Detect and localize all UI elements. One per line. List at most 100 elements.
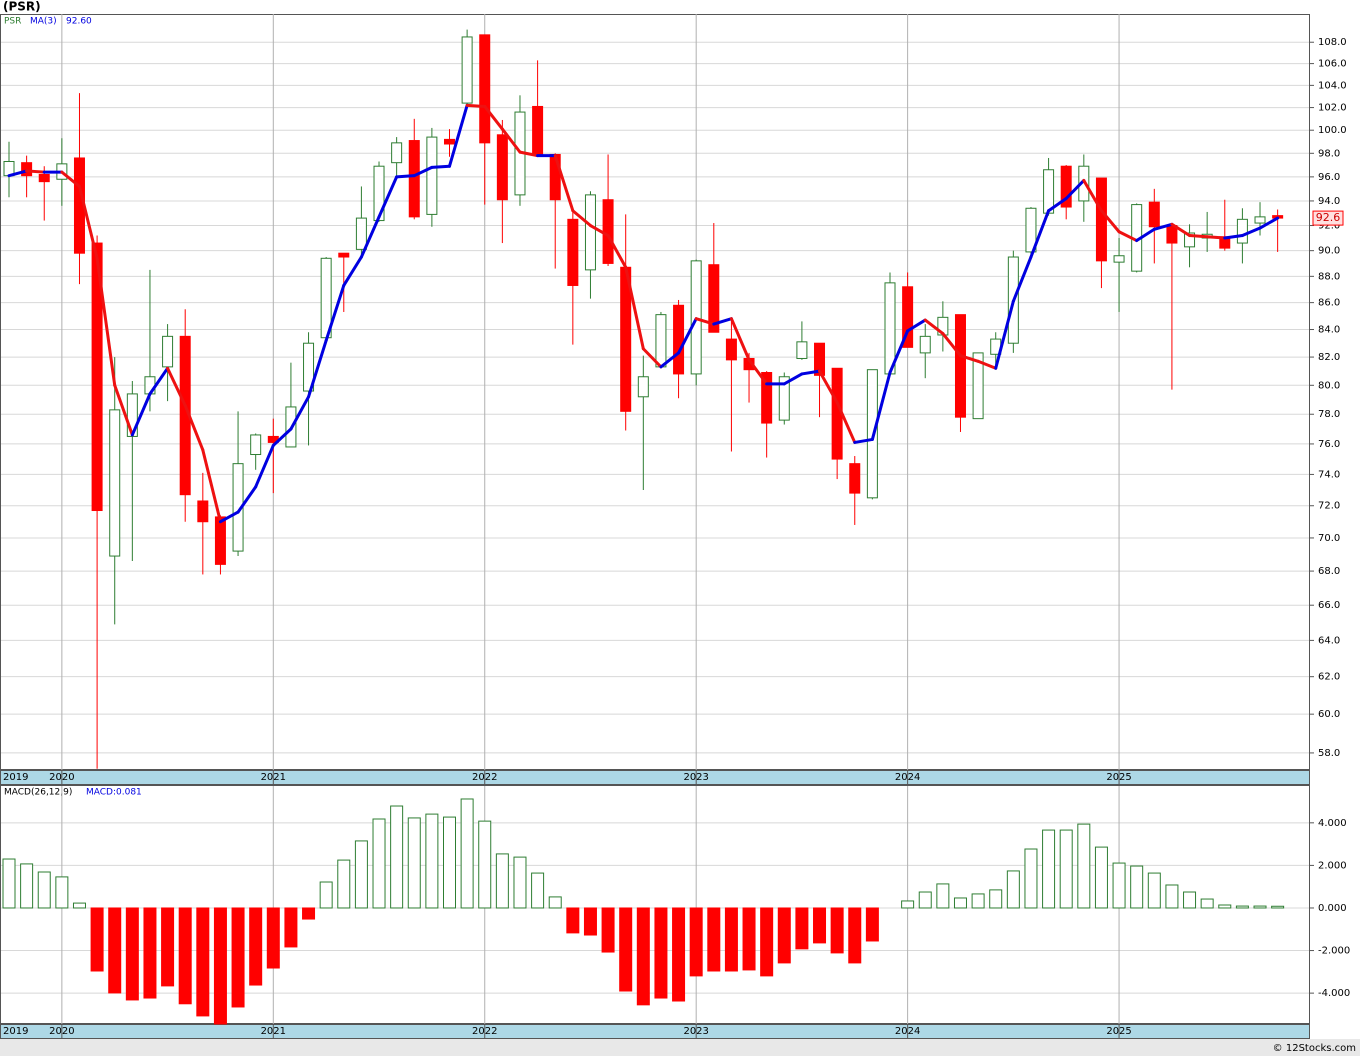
ma-line (254, 443, 275, 489)
candle-body (1236, 218, 1248, 244)
macd-bar (566, 907, 580, 934)
macd-bar (1094, 846, 1108, 909)
x-tick-label: 2025 (1106, 772, 1131, 783)
ma-line (148, 366, 170, 396)
ma-line (166, 366, 187, 407)
ma-line (571, 209, 592, 228)
ma-line (201, 448, 222, 524)
y-tick-label: 96.0 (1318, 172, 1340, 183)
footer-bar (0, 1039, 1360, 1056)
macd-bar (213, 907, 227, 1025)
y-tick-label: 72.0 (1318, 501, 1340, 512)
macd-bar (2, 858, 16, 909)
ma-line (1223, 234, 1244, 240)
macd-bar (531, 872, 545, 909)
macd-bar (37, 871, 51, 909)
x-tick-label: 2022 (472, 772, 497, 783)
candle-body (673, 304, 685, 375)
y-tick-label: 82.0 (1318, 352, 1340, 363)
legend-macd-value: MACD:0.081 (86, 788, 142, 798)
y-tick-label: 62.0 (1318, 672, 1340, 683)
ma-line (113, 383, 134, 437)
legend-symbol: PSR (4, 17, 21, 27)
macd-bar (337, 859, 351, 909)
macd-bar (1130, 865, 1144, 909)
y-tick-label: 92.0 (1318, 221, 1340, 232)
candle-body (214, 516, 226, 565)
macd-bar (583, 907, 597, 936)
x-tick-label: 2025 (1106, 1026, 1131, 1037)
candle-body (162, 335, 174, 368)
y-tick-label: 84.0 (1318, 325, 1340, 336)
candle-body (444, 138, 455, 145)
ma-line (923, 318, 945, 336)
macd-bar (284, 907, 298, 948)
macd-bar (865, 907, 879, 942)
ma-line (307, 338, 328, 399)
macd-bar (918, 891, 932, 909)
macd-bar (196, 907, 210, 1017)
candle-body (796, 341, 808, 359)
macd-bar (407, 817, 421, 909)
price-tag-box (1312, 210, 1344, 226)
y-tick-label: -2.000 (1318, 946, 1350, 957)
y-tick-label: 98.0 (1318, 148, 1340, 159)
candle-body (655, 314, 667, 368)
candle-body (708, 264, 720, 333)
x-tick-label: 2021 (261, 1026, 286, 1037)
ma-line (25, 169, 46, 174)
macd-bar (795, 907, 809, 950)
x-tick-label: 2022 (472, 1026, 497, 1037)
candle-body (761, 372, 773, 424)
ma-line (624, 265, 645, 351)
y-tick-label: 58.0 (1318, 748, 1340, 759)
macd-bar (760, 907, 774, 977)
x-tick-label: 2020 (49, 772, 74, 783)
ma-line (324, 283, 346, 342)
ma-line (359, 215, 381, 259)
macd-bar (143, 907, 157, 999)
footer: © 12Stocks.com (1273, 1043, 1356, 1054)
macd-bar (1271, 905, 1285, 909)
ma-line (183, 403, 205, 452)
candle-body (496, 134, 508, 201)
ma-line (906, 318, 927, 333)
y-tick-label: 94.0 (1318, 196, 1340, 207)
ma-line (1064, 178, 1086, 201)
ma-line (958, 354, 980, 363)
macd-bar (813, 907, 827, 944)
macd-bar (989, 889, 1003, 909)
y-tick-label: 86.0 (1318, 298, 1340, 309)
ma-line (430, 164, 451, 169)
candle-body (479, 34, 491, 144)
chart-title: (PSR) (3, 0, 41, 14)
macd-bar (601, 907, 615, 953)
ma-line (1135, 227, 1156, 243)
ma-line (870, 371, 892, 441)
macd-bar (971, 893, 985, 909)
ma-line (712, 317, 733, 326)
y-tick-label: 104.0 (1318, 80, 1347, 91)
x-tick-label: 2020 (49, 1026, 74, 1037)
macd-bar (72, 902, 86, 909)
price-panel (0, 14, 1310, 770)
ma-line (1029, 209, 1051, 259)
candle-body (919, 335, 931, 354)
macd-bar (777, 907, 791, 964)
macd-bar (1147, 872, 1161, 909)
ma-line (1047, 197, 1068, 213)
candle-body (461, 36, 473, 104)
candle-body (532, 105, 544, 155)
macd-bar (319, 881, 333, 909)
candle-body (637, 376, 649, 398)
ma-line (271, 427, 293, 447)
ma-line (1082, 178, 1103, 213)
ma-line (1117, 230, 1139, 243)
macd-bar (372, 818, 386, 909)
y-tick-label: 74.0 (1318, 469, 1340, 480)
date-strip (0, 770, 1310, 785)
macd-bar (460, 798, 474, 909)
macd-bar (707, 907, 721, 972)
candle-body (902, 286, 914, 348)
candle-body (250, 434, 262, 456)
